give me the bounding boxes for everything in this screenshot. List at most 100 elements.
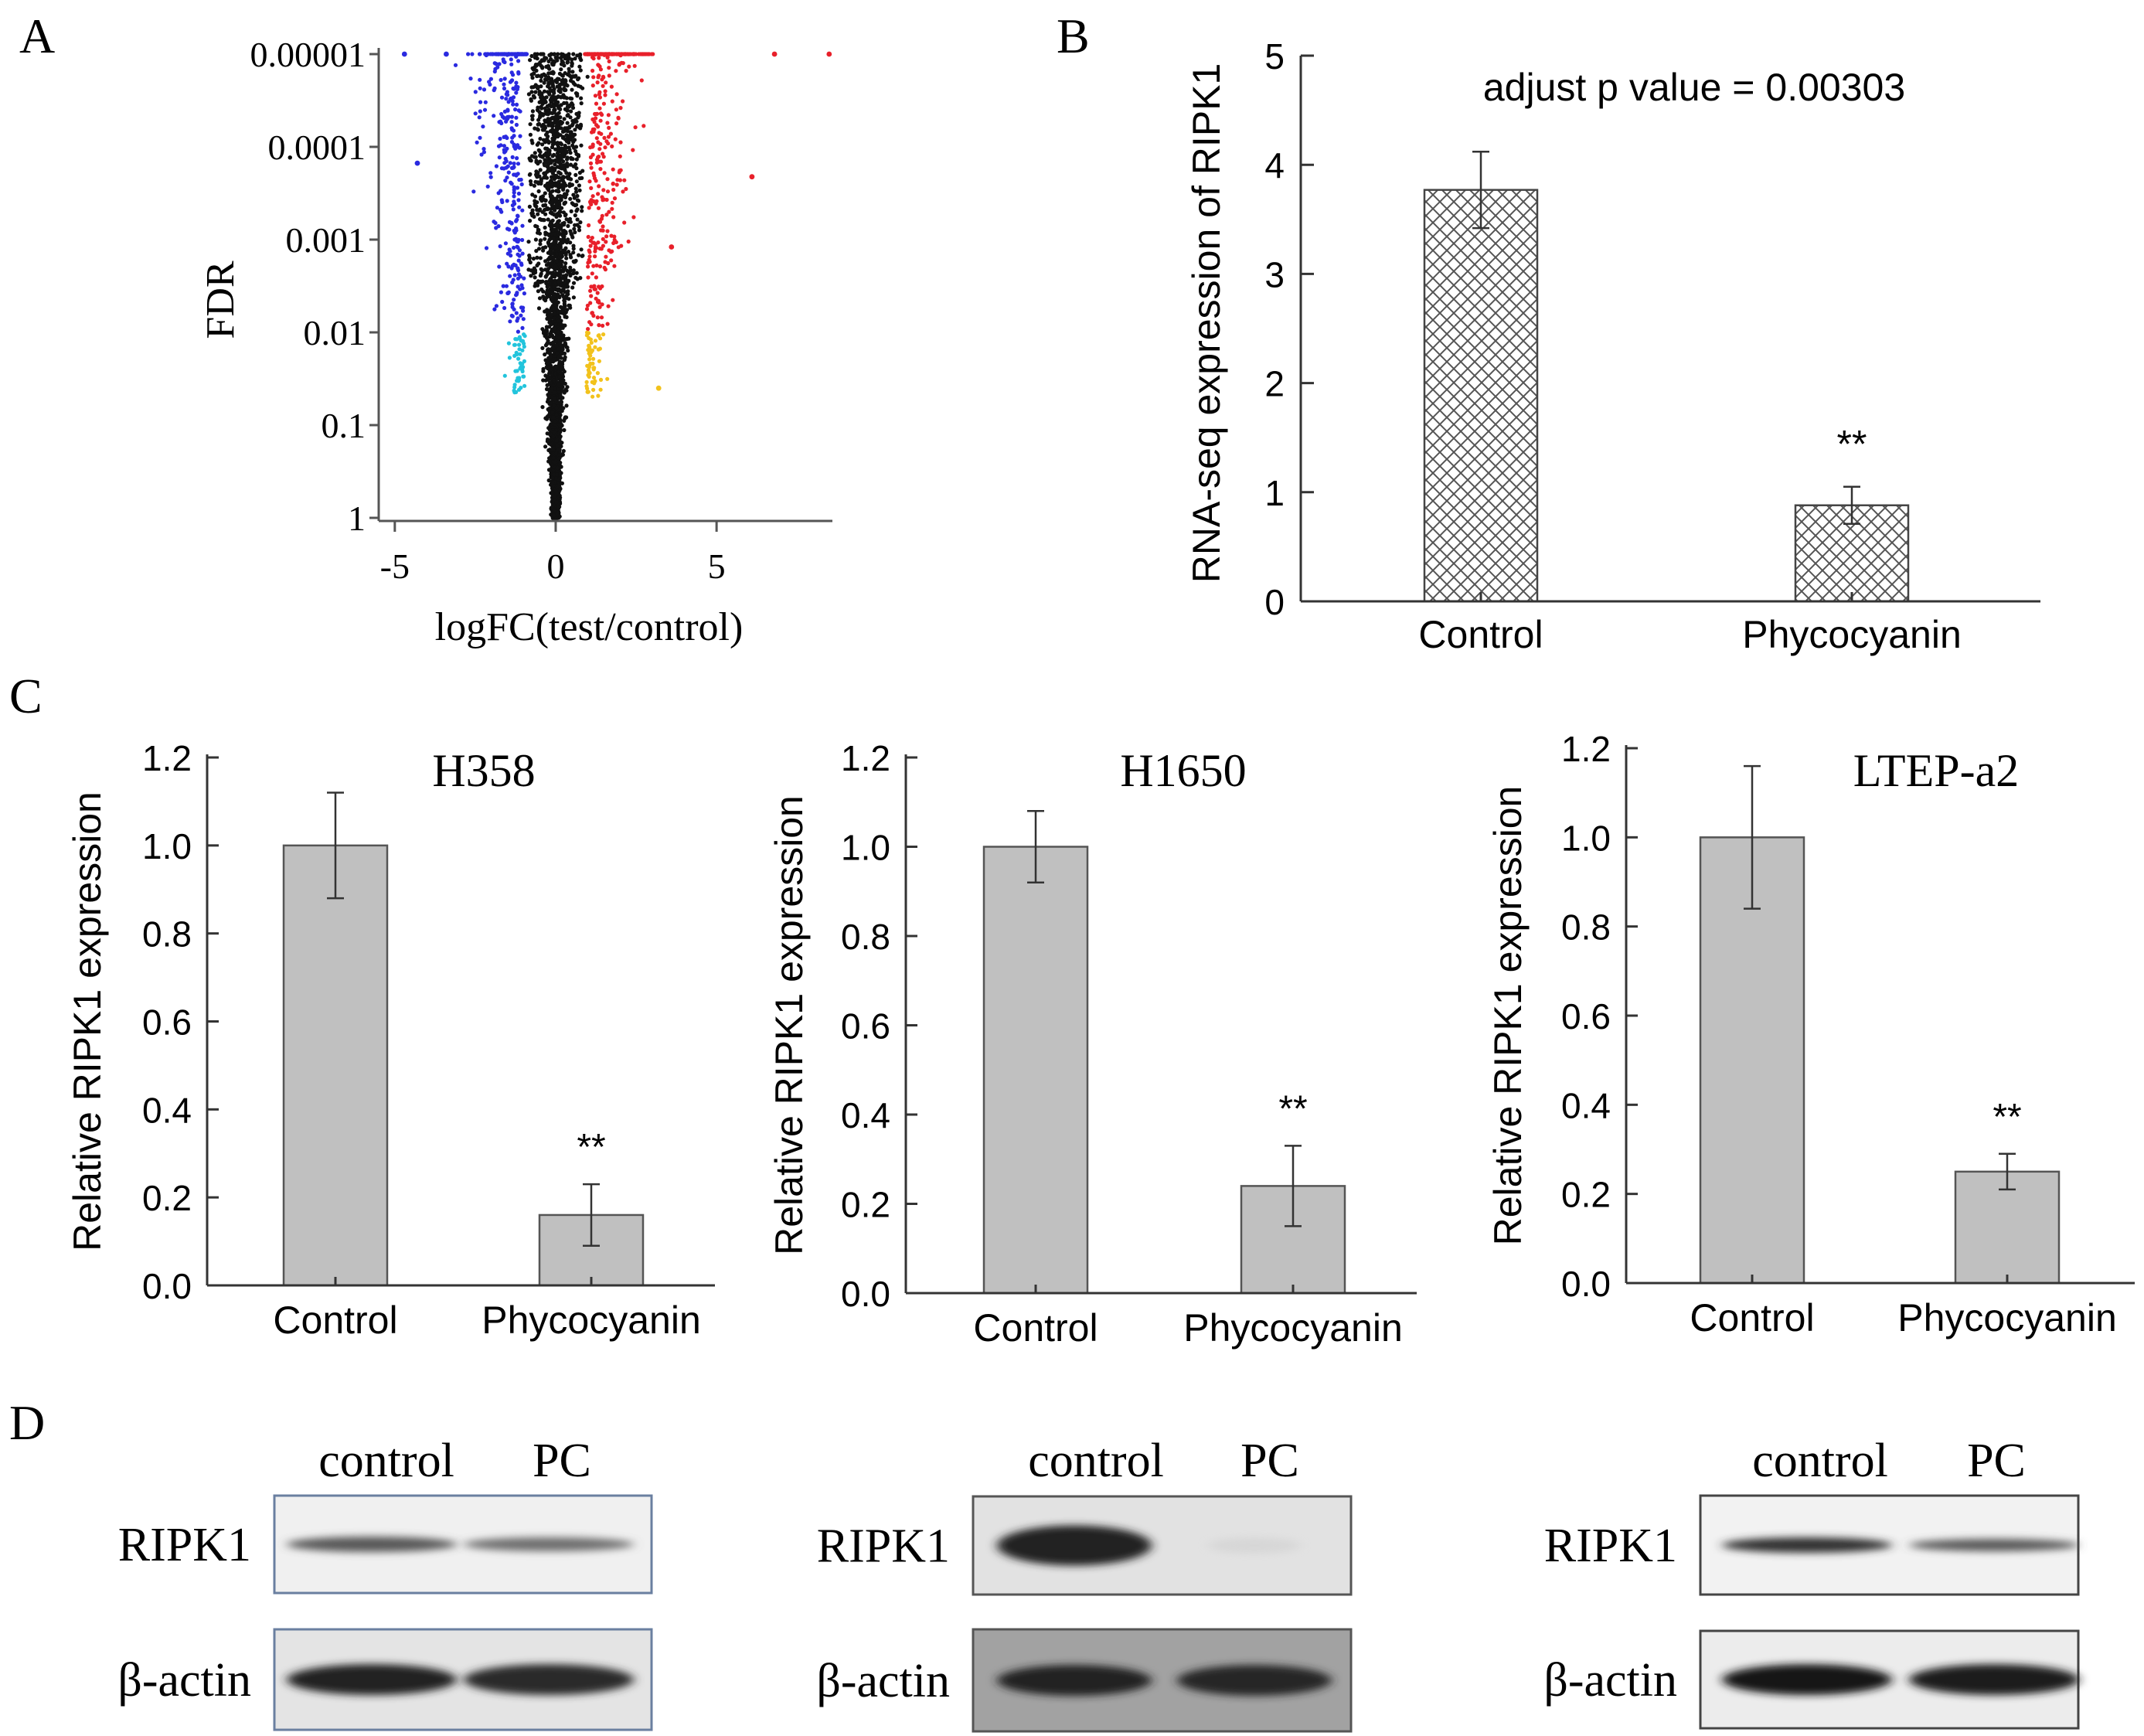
volcano-point — [555, 181, 560, 186]
volcano-point — [484, 246, 489, 250]
volcano-point — [587, 179, 592, 184]
volcano-point — [568, 240, 573, 245]
volcano-point — [614, 182, 619, 187]
volcano-point — [504, 284, 509, 288]
volcano-point — [553, 162, 557, 167]
volcano-point — [623, 52, 628, 56]
volcano-point — [589, 340, 594, 345]
volcano-point — [610, 200, 614, 205]
volcano-point — [571, 247, 576, 251]
volcano-x-tick-label: -5 — [380, 546, 410, 586]
volcano-point — [512, 172, 516, 177]
volcano-point — [578, 276, 583, 281]
volcano-point — [601, 151, 605, 156]
volcano-point — [499, 95, 505, 100]
volcano-point — [607, 209, 611, 214]
volcano-point — [574, 166, 579, 171]
blot-lane-label: PC — [533, 1435, 591, 1487]
volcano-point — [633, 125, 638, 130]
volcano-point — [584, 333, 590, 338]
volcano-point — [543, 298, 548, 303]
volcano-point — [501, 284, 505, 288]
volcano-point — [509, 120, 514, 124]
volcano-point — [588, 288, 593, 293]
volcano-point — [517, 347, 522, 352]
volcano-point — [530, 211, 536, 216]
volcano-point — [603, 93, 607, 97]
volcano-point — [512, 383, 517, 387]
volcano-point — [541, 378, 546, 383]
volcano-point — [557, 255, 562, 260]
volcano-point — [520, 251, 525, 256]
volcano-point — [594, 160, 600, 165]
volcano-point — [537, 153, 543, 158]
volcano-point — [546, 71, 551, 76]
qpcr-x-tick-label: Control — [273, 1299, 397, 1342]
volcano-point — [607, 66, 611, 70]
volcano-point — [559, 142, 564, 147]
volcano-point — [598, 111, 604, 116]
volcano-point — [587, 320, 592, 325]
volcano-point — [546, 63, 551, 68]
volcano-point — [559, 126, 563, 131]
volcano-point — [498, 136, 502, 141]
volcano-point — [516, 329, 521, 334]
volcano-point — [594, 136, 599, 141]
volcano-point — [619, 60, 624, 65]
volcano-point — [482, 87, 487, 92]
volcano-point — [568, 183, 573, 188]
volcano-point — [516, 70, 521, 75]
volcano-point — [573, 213, 577, 218]
volcano-point — [502, 115, 506, 121]
volcano-point — [590, 194, 595, 199]
volcano-outlier-point — [444, 51, 449, 57]
volcano-point — [511, 207, 516, 212]
volcano-point — [554, 492, 559, 496]
volcano-point — [528, 179, 533, 184]
volcano-point — [527, 257, 532, 262]
volcano-point — [542, 128, 546, 132]
volcano-point — [516, 214, 520, 219]
volcano-point — [551, 128, 556, 132]
volcano-point — [578, 56, 583, 60]
volcano-point — [611, 187, 616, 192]
volcano-point — [546, 152, 551, 157]
blot-band — [1909, 1539, 2079, 1551]
volcano-point — [604, 139, 609, 144]
volcano-point — [516, 162, 521, 166]
volcano-point — [560, 79, 564, 83]
volcano-point — [509, 220, 514, 225]
volcano-point — [516, 239, 520, 244]
qpcr-title: H1650 — [1120, 745, 1246, 796]
volcano-point — [563, 145, 568, 149]
volcano-point — [604, 240, 608, 244]
volcano-point — [514, 311, 519, 315]
volcano-point — [611, 182, 615, 186]
volcano-point — [584, 380, 589, 384]
blot-lane-label: control — [318, 1435, 454, 1487]
volcano-point — [605, 189, 611, 194]
volcano-point — [540, 209, 545, 214]
volcano-point — [536, 141, 541, 145]
volcano-point — [547, 456, 552, 461]
volcano-point — [547, 281, 552, 286]
volcano-y-tick-label: 0.0001 — [268, 128, 366, 167]
volcano-point — [550, 139, 555, 144]
volcano-point — [542, 171, 547, 175]
volcano-point — [597, 90, 602, 94]
volcano-outlier-point — [655, 385, 662, 391]
volcano-point — [563, 381, 567, 386]
volcano-point — [609, 52, 614, 56]
volcano-point — [520, 348, 525, 352]
volcano-point — [585, 52, 590, 56]
volcano-point — [606, 134, 611, 139]
rnaseq-y-label: RNA-seq expression of RIPK1 — [1185, 63, 1228, 584]
volcano-point — [500, 199, 505, 205]
volcano-point — [555, 159, 560, 164]
volcano-point — [589, 165, 594, 170]
volcano-point — [533, 65, 537, 70]
volcano-point — [603, 260, 607, 264]
volcano-y-tick-label: 0.00001 — [250, 35, 366, 74]
volcano-point — [515, 244, 519, 249]
volcano-point — [591, 366, 596, 370]
